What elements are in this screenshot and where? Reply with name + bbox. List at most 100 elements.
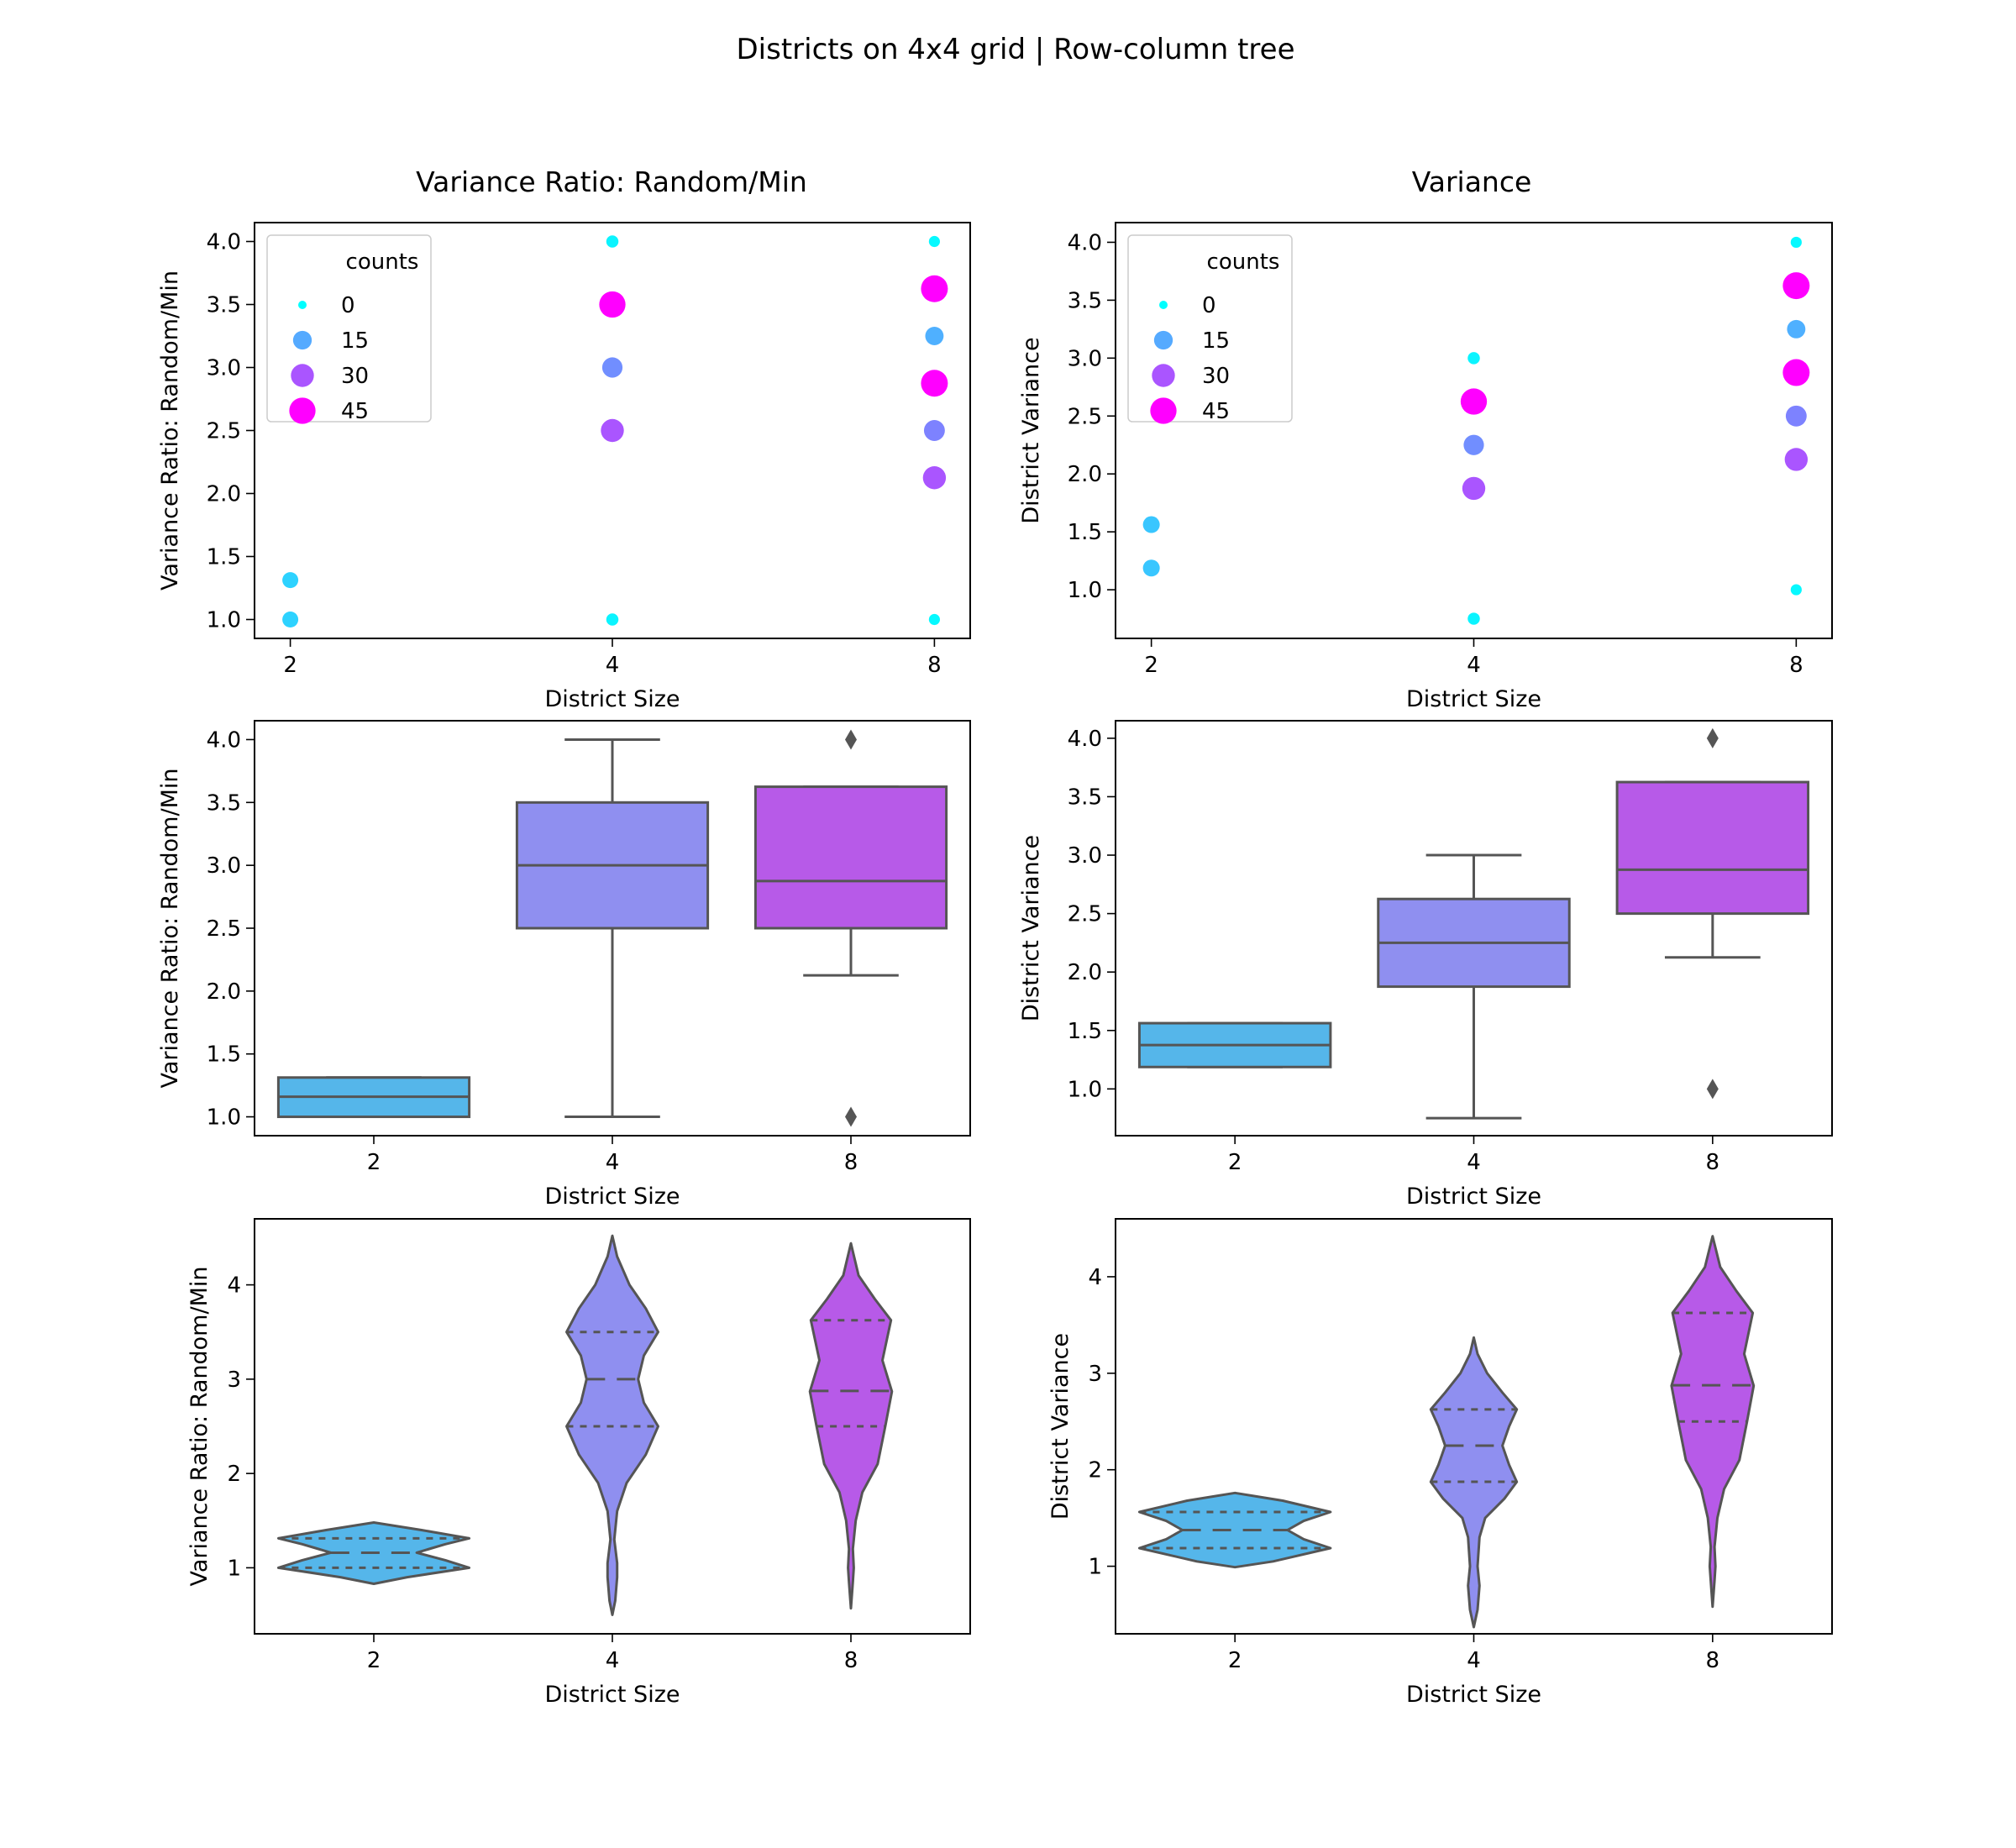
legend-title: counts	[346, 249, 419, 275]
scatter-point	[1782, 272, 1810, 300]
x-axis-label: District Size	[1406, 686, 1541, 712]
x-axis-label: District Size	[545, 1682, 680, 1708]
x-tick-label: 2	[1228, 1648, 1242, 1673]
legend-label: 15	[1202, 328, 1230, 354]
scatter-point	[928, 613, 940, 626]
axes-frame	[254, 1218, 971, 1635]
x-tick-label: 4	[606, 1648, 620, 1673]
box-2	[276, 1076, 471, 1119]
scatter-point	[1462, 476, 1486, 501]
x-axis-label: District Size	[1406, 1682, 1541, 1708]
x-tick-label: 2	[1228, 1150, 1242, 1175]
scatter-point	[1142, 559, 1160, 577]
scatter-point	[1790, 236, 1802, 249]
legend-marker	[292, 330, 312, 350]
panel-row2-col1: 1.0 1.5 2.0 2.5 3.0 3.5 4.0 2 4 8 District Size Var…	[157, 720, 971, 1210]
scatter-point	[599, 291, 626, 318]
y-tick-label: 3.0	[207, 356, 241, 381]
y-tick-label: 3.5	[207, 293, 241, 318]
x-axis-label: District Size	[1406, 1184, 1541, 1210]
y-tick-label: 2.5	[207, 419, 241, 444]
violin-4	[1429, 1336, 1519, 1629]
y-axis-label: District Variance	[1018, 835, 1044, 1021]
scatter-point	[1782, 359, 1810, 386]
scatter-point	[1467, 352, 1480, 365]
legend: counts 0 15 30 45	[266, 234, 432, 424]
column-title-variance: Variance	[1412, 165, 1532, 198]
x-axis-label: District Size	[545, 1184, 680, 1210]
legend-marker	[1152, 364, 1175, 387]
violin-body	[808, 1242, 894, 1610]
y-axis-label: Variance Ratio: Random/Min	[157, 768, 183, 1088]
y-tick-label: 2.5	[207, 916, 241, 942]
box-2	[1137, 1021, 1332, 1068]
scatter-point	[1463, 434, 1484, 455]
scatter-point	[601, 357, 623, 378]
scatter-point	[282, 572, 299, 589]
scatter-point	[282, 612, 299, 627]
y-tick-label: 2	[1088, 1458, 1102, 1483]
y-tick-label: 3.5	[207, 790, 241, 816]
y-tick-label: 1.5	[1068, 1019, 1102, 1044]
flier	[845, 1106, 857, 1127]
scatter-point	[606, 235, 619, 248]
axes-frame	[1115, 222, 1833, 639]
y-tick-label: 3.0	[1068, 346, 1102, 371]
y-tick-label: 1.5	[207, 545, 241, 570]
legend-label: 45	[1202, 399, 1230, 424]
legend-label: 0	[1202, 293, 1216, 318]
x-tick-label: 8	[844, 1648, 858, 1673]
y-tick-label: 4	[1088, 1265, 1102, 1290]
legend-marker	[1153, 330, 1173, 350]
axes-frame	[1115, 720, 1833, 1137]
y-tick-label: 4.0	[207, 230, 241, 255]
flier	[1706, 1079, 1719, 1100]
violin-body	[1670, 1235, 1756, 1609]
scatter-point	[921, 275, 948, 302]
scatter-point	[606, 613, 619, 626]
axes-frame	[254, 720, 971, 1137]
x-tick-label: 8	[1706, 1150, 1720, 1175]
legend-marker	[1150, 397, 1177, 424]
panel-row1-col2: 1.0 1.5 2.0 2.5 3.0 3.5 4.0 2 4 8 District Size Dis…	[1018, 222, 1833, 712]
y-tick-label: 4.0	[1068, 727, 1102, 752]
y-tick-label: 3.5	[1068, 288, 1102, 313]
y-axis-label: Variance Ratio: Random/Min	[157, 270, 183, 591]
x-tick-label: 4	[606, 1150, 620, 1175]
y-tick-label: 2.5	[1068, 902, 1102, 927]
scatter-point	[922, 466, 947, 490]
x-tick-label: 2	[367, 1150, 381, 1175]
y-tick-label: 1.0	[207, 1105, 241, 1131]
legend-label: 30	[341, 364, 369, 389]
scatter-point	[928, 235, 940, 248]
y-tick-label: 2.0	[207, 482, 241, 507]
y-tick-label: 4.0	[207, 727, 241, 753]
y-axis-label: District Variance	[1047, 1333, 1074, 1520]
panels: 1.0 1.5 2.0 2.5 3.0 3.5 4.0 2 4 8 District Size Var…	[157, 222, 1833, 1708]
y-tick-label: 1.0	[1068, 578, 1102, 603]
legend-label: 30	[1202, 364, 1230, 389]
scatter-point	[1467, 612, 1480, 625]
x-tick-label: 4	[606, 653, 620, 678]
y-axis-label: Variance Ratio: Random/Min	[186, 1266, 213, 1586]
axes-frame	[1115, 1218, 1833, 1635]
x-tick-label: 2	[283, 653, 297, 678]
flier	[1706, 727, 1719, 748]
panel-row3-col1: 1 2 3 4 2 4 8 District Size Variance Ratio: Rand…	[186, 1218, 971, 1708]
scatter-point	[1787, 319, 1806, 339]
violin-8	[808, 1242, 894, 1610]
y-tick-label: 2.5	[1068, 404, 1102, 429]
panel-row3-col2: 1 2 3 4 2 4 8 District Size District Variance	[1047, 1218, 1833, 1708]
axes-frame	[254, 222, 971, 639]
box-4	[1377, 853, 1571, 1120]
y-tick-label: 1.5	[207, 1042, 241, 1068]
x-tick-label: 8	[1706, 1648, 1720, 1673]
y-tick-label: 2.0	[1068, 462, 1102, 487]
scatter-point	[1784, 448, 1809, 471]
x-tick-label: 8	[844, 1150, 858, 1175]
scatter-point	[921, 370, 948, 397]
x-tick-label: 2	[367, 1648, 381, 1673]
box-body	[1615, 780, 1810, 916]
y-tick-label: 2	[227, 1462, 241, 1487]
